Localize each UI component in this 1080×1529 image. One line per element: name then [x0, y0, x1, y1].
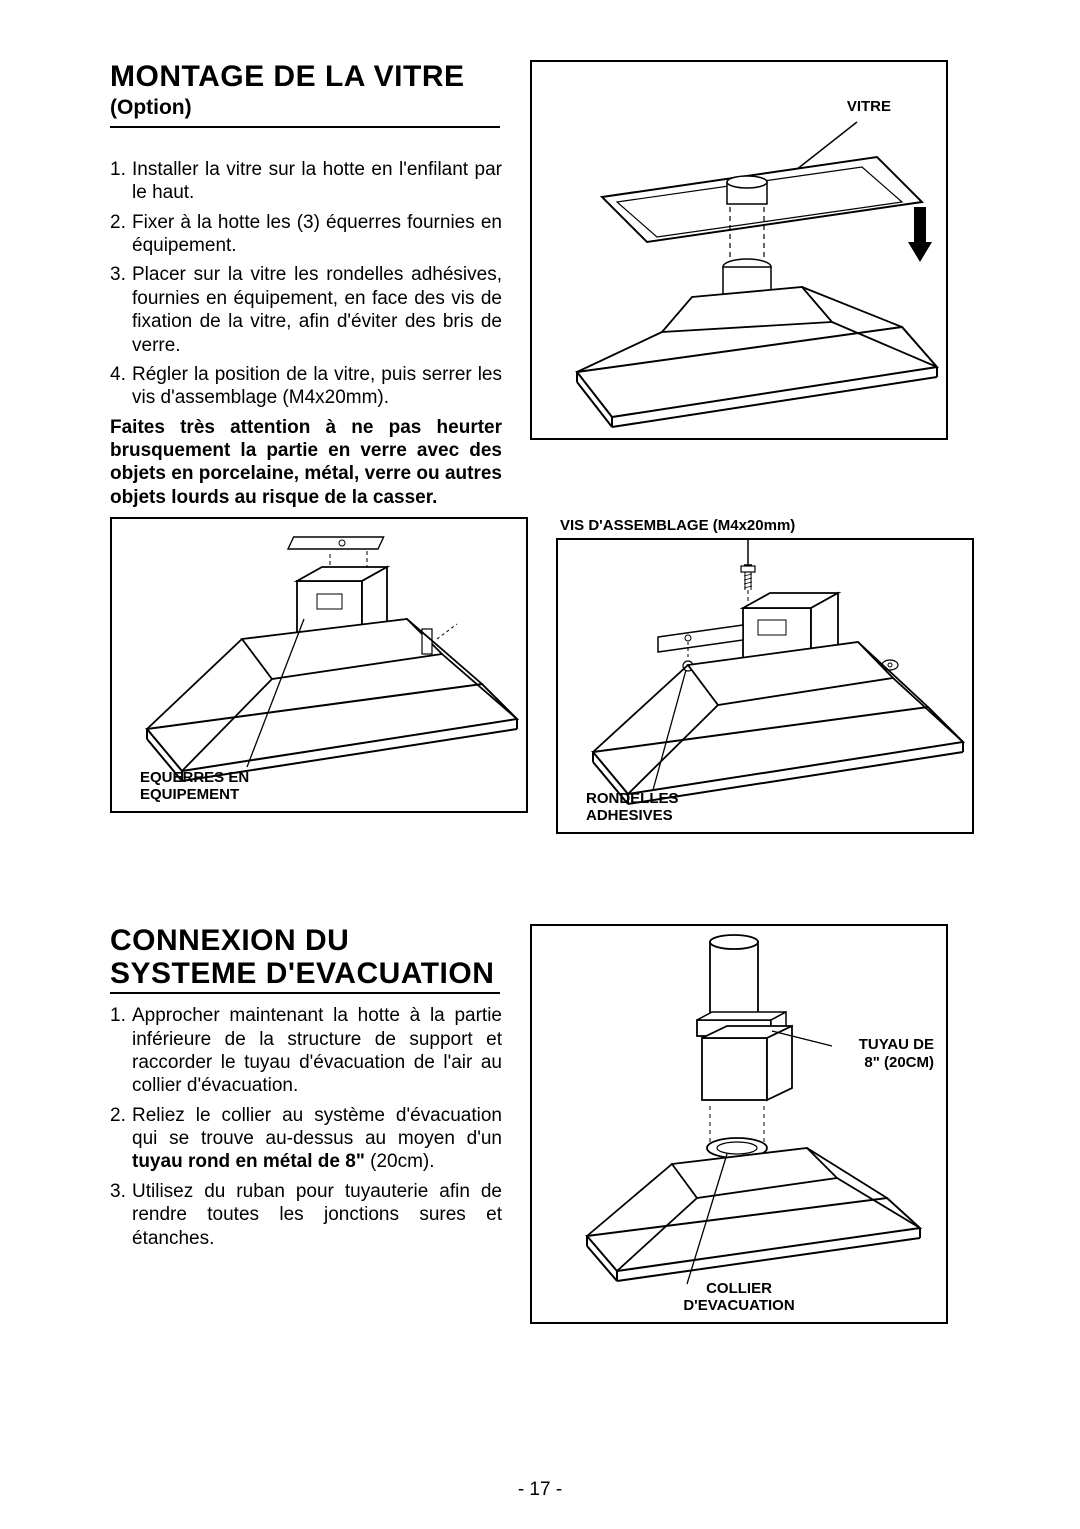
- figure-vis-svg: [558, 540, 972, 832]
- label-collier: COLLIER D'EVACUATION: [532, 1280, 946, 1315]
- figure-equerres-svg: [112, 519, 526, 811]
- section-glass-mounting: MONTAGE DE LA VITRE (Option) 1.Installer…: [110, 60, 970, 509]
- figure-equerres: EQUERRES EN EQUIPEMENT: [110, 517, 528, 813]
- s1-item2: Fixer à la hotte les (3) équerres fourni…: [132, 211, 502, 258]
- figure-vitre: VITRE: [530, 60, 940, 509]
- page: MONTAGE DE LA VITRE (Option) 1.Installer…: [0, 0, 1080, 1529]
- s1-item4: Régler la position de la vitre, puis ser…: [132, 363, 502, 410]
- s1-item3: Placer sur la vitre les rondelles adhési…: [132, 263, 502, 356]
- page-number: - 17 -: [0, 1479, 1080, 1501]
- figure-row-2: EQUERRES EN EQUIPEMENT VIS D'ASSEMBLAGE …: [110, 517, 970, 834]
- figure-vis-wrapper: VIS D'ASSEMBLAGE (M4x20mm): [556, 517, 974, 834]
- label-tuyau: TUYAU DE 8" (20CM): [859, 1036, 934, 1071]
- s1-item1: Installer la vitre sur la hotte en l'enf…: [132, 158, 502, 205]
- s2-item2: Reliez le collier au système d'évacuatio…: [132, 1104, 502, 1174]
- section1-subtitle: (Option): [110, 96, 502, 120]
- section1-divider: [110, 126, 500, 128]
- label-rondelles: RONDELLES ADHESIVES: [586, 790, 679, 825]
- section2-divider: [110, 992, 500, 994]
- label-equerres: EQUERRES EN EQUIPEMENT: [140, 769, 249, 804]
- figure-vis: RONDELLES ADHESIVES: [556, 538, 974, 834]
- s2-item3: Utilisez du ruban pour tuyauterie afin d…: [132, 1180, 502, 1250]
- figure-tuyau-box: TUYAU DE 8" (20CM) COLLIER D'EVACUATION: [530, 924, 948, 1324]
- s2-item1: Approcher maintenant la hotte à la parti…: [132, 1004, 502, 1097]
- section2-list: 1.Approcher maintenant la hotte à la par…: [110, 1004, 502, 1250]
- section-evacuation: CONNEXION DU SYSTEME D'EVACUATION 1.Appr…: [110, 924, 970, 1324]
- figure-tuyau: TUYAU DE 8" (20CM) COLLIER D'EVACUATION: [530, 924, 940, 1324]
- section2-title: CONNEXION DU SYSTEME D'EVACUATION: [110, 924, 502, 990]
- label-vitre: VITRE: [847, 98, 891, 115]
- section1-list: 1.Installer la vitre sur la hotte en l'e…: [110, 158, 502, 410]
- figure-tuyau-svg: [532, 926, 946, 1322]
- section2-text-column: CONNEXION DU SYSTEME D'EVACUATION 1.Appr…: [110, 924, 502, 1324]
- section1-warning: Faites très attention à ne pas heurter b…: [110, 416, 502, 509]
- figure-vitre-box: VITRE: [530, 60, 948, 440]
- label-vis: VIS D'ASSEMBLAGE (M4x20mm): [560, 517, 974, 534]
- section1-text-column: MONTAGE DE LA VITRE (Option) 1.Installer…: [110, 60, 502, 509]
- figure-vitre-svg: [532, 62, 946, 438]
- section1-title: MONTAGE DE LA VITRE: [110, 60, 502, 94]
